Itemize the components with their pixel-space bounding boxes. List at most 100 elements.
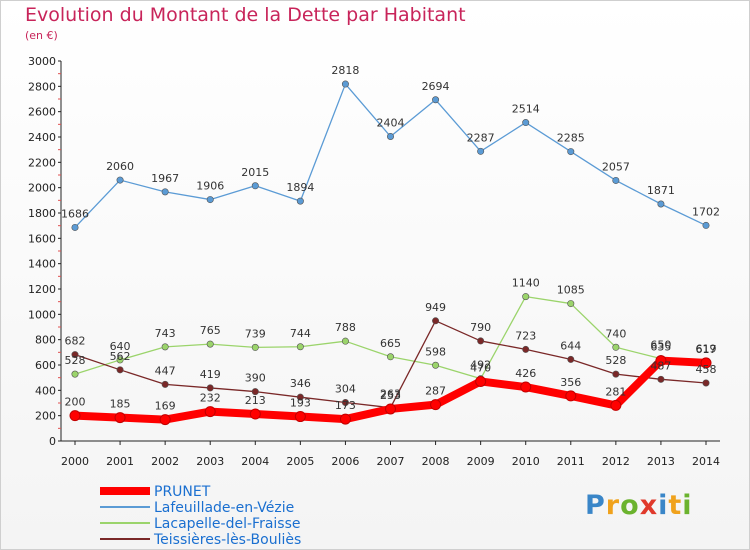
- series-layer: [69, 80, 712, 426]
- data-label: 1871: [647, 184, 675, 197]
- y-tick-label: 2800: [28, 80, 56, 93]
- data-point: [522, 119, 530, 127]
- data-point: [251, 182, 259, 190]
- x-tick-label: 2007: [377, 455, 405, 468]
- data-label: 723: [515, 329, 536, 342]
- data-label: 173: [335, 399, 356, 412]
- data-point: [161, 188, 169, 196]
- data-point: [477, 337, 485, 345]
- data-point: [251, 343, 259, 351]
- y-tick-label: 2200: [28, 156, 56, 169]
- data-label: 253: [380, 389, 401, 402]
- data-point: [296, 343, 304, 351]
- data-label: 788: [335, 321, 356, 334]
- data-label: 419: [200, 368, 221, 381]
- data-label: 447: [155, 364, 176, 377]
- series-prunet: [69, 355, 712, 426]
- data-label: 740: [605, 327, 626, 340]
- x-tick-label: 2013: [647, 455, 675, 468]
- data-label: 281: [605, 385, 626, 398]
- data-label: 743: [155, 327, 176, 340]
- data-point: [612, 343, 620, 351]
- series-line-1: [71, 80, 710, 231]
- data-label: 390: [245, 372, 266, 385]
- data-point: [204, 406, 216, 418]
- y-tick-label: 3000: [28, 55, 56, 68]
- legend-label: PRUNET: [154, 484, 211, 500]
- x-tick-label: 2011: [557, 455, 585, 468]
- data-point: [522, 293, 530, 301]
- data-label: 169: [155, 400, 176, 413]
- x-tick-label: 2008: [422, 455, 450, 468]
- data-point: [341, 398, 349, 406]
- data-point: [567, 300, 575, 308]
- data-point: [657, 200, 665, 208]
- y-tick-label: 1000: [28, 308, 56, 321]
- chart-subtitle: (en €): [25, 29, 58, 42]
- y-tick-label: 200: [35, 410, 56, 423]
- series-line: [74, 83, 707, 229]
- data-label: 287: [425, 385, 446, 398]
- data-label: 458: [696, 363, 717, 376]
- x-tick-label: 2014: [692, 455, 720, 468]
- data-point: [341, 80, 349, 88]
- data-label: 193: [290, 397, 311, 410]
- y-tick-label: 1200: [28, 283, 56, 296]
- data-point: [161, 380, 169, 388]
- data-point: [702, 221, 710, 229]
- y-tick-label: 2000: [28, 182, 56, 195]
- y-tick-label: 400: [35, 384, 56, 397]
- data-point: [339, 413, 351, 425]
- data-point: [206, 196, 214, 204]
- data-point: [657, 375, 665, 383]
- data-label: 2818: [331, 64, 359, 77]
- data-label: 1894: [286, 181, 314, 194]
- data-label: 790: [470, 321, 491, 334]
- data-label: 665: [380, 337, 401, 350]
- data-label: 1140: [512, 277, 540, 290]
- data-label: 1702: [692, 205, 720, 218]
- y-tick-label: 0: [49, 435, 56, 448]
- data-point: [206, 340, 214, 348]
- data-point: [296, 393, 304, 401]
- x-tick-label: 2002: [151, 455, 179, 468]
- y-tick-label: 1400: [28, 258, 56, 271]
- data-point: [386, 353, 394, 361]
- data-label: 2694: [422, 80, 450, 93]
- x-tick-label: 2003: [196, 455, 224, 468]
- data-point: [159, 414, 171, 426]
- data-label: 640: [110, 340, 131, 353]
- data-point: [69, 410, 81, 422]
- y-tick-label: 800: [35, 334, 56, 347]
- data-point: [116, 366, 124, 374]
- legend-label: Teissières-lès-Bouliès: [153, 532, 301, 548]
- data-label: 2060: [106, 160, 134, 173]
- data-label: 470: [470, 361, 491, 374]
- data-label: 1967: [151, 172, 179, 185]
- data-point: [71, 370, 79, 378]
- data-label: 1085: [557, 284, 585, 297]
- data-point: [432, 96, 440, 104]
- data-label: 2404: [377, 116, 405, 129]
- data-label: 617: [696, 343, 717, 356]
- data-label: 739: [245, 327, 266, 340]
- data-labels: 200 185 169 232 213 193 173 253 287 470 426 356 281 6…: [61, 64, 720, 413]
- y-tick-label: 2600: [28, 106, 56, 119]
- data-label: 263: [380, 388, 401, 401]
- y-tick-label: 2400: [28, 131, 56, 144]
- data-label: 1906: [196, 180, 224, 193]
- data-point: [71, 351, 79, 359]
- data-label: 185: [110, 398, 131, 411]
- data-label: 765: [200, 324, 221, 337]
- x-tick-label: 2005: [286, 455, 314, 468]
- legend-label: Lafeuillade-en-Vézie: [154, 500, 294, 516]
- x-tick-label: 2010: [512, 455, 540, 468]
- data-label: 487: [650, 359, 671, 372]
- data-label: 2057: [602, 160, 630, 173]
- data-label: 1686: [61, 207, 89, 220]
- x-tick-label: 2004: [241, 455, 269, 468]
- y-tick-label: 1800: [28, 207, 56, 220]
- x-tick-label: 2009: [467, 455, 495, 468]
